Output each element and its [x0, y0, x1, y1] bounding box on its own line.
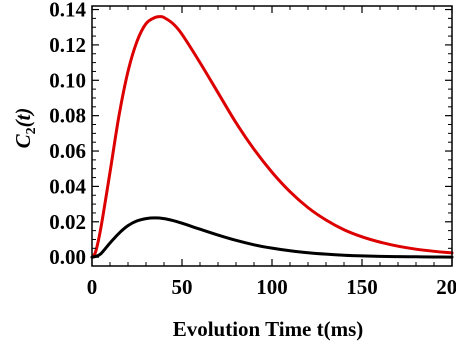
y-tick-label: 0.06: [49, 139, 86, 163]
x-tick-label: 50: [172, 275, 193, 299]
labels: Evolution Time t(ms) C2(t): [11, 108, 363, 341]
plot-frame: [91, 5, 453, 267]
x-axis-title: Evolution Time t(ms): [173, 317, 364, 341]
y-tick-label: 0.12: [49, 33, 86, 57]
y-axis-title: C2(t): [11, 108, 39, 149]
y-tick-label: 0.14: [49, 0, 86, 22]
y-tick-label: 0.08: [49, 104, 86, 128]
y-tick-label: 0.02: [49, 210, 86, 234]
x-tick-label: 150: [346, 275, 378, 299]
y-axis-title-main: C: [11, 133, 35, 148]
plot-area: [90, 15, 454, 259]
y-axis-title-subscript: 2: [24, 127, 39, 134]
x-tick-label: 0: [87, 275, 98, 299]
axes: 0.00 0.02 0.04 0.06 0.08 0.10 0.12 0.14 0 50 100 15…: [49, 0, 456, 299]
y-axis-title-argument: (t): [11, 108, 35, 128]
series-line-1: [90, 15, 454, 259]
y-tick-label: 0.04: [49, 174, 86, 198]
y-tick-label: 0.00: [49, 245, 86, 269]
x-tick-label: 100: [256, 275, 288, 299]
y-tick-label: 0.10: [49, 68, 86, 92]
x-tick-label: 200: [436, 275, 456, 299]
series-line-2: [90, 216, 454, 259]
